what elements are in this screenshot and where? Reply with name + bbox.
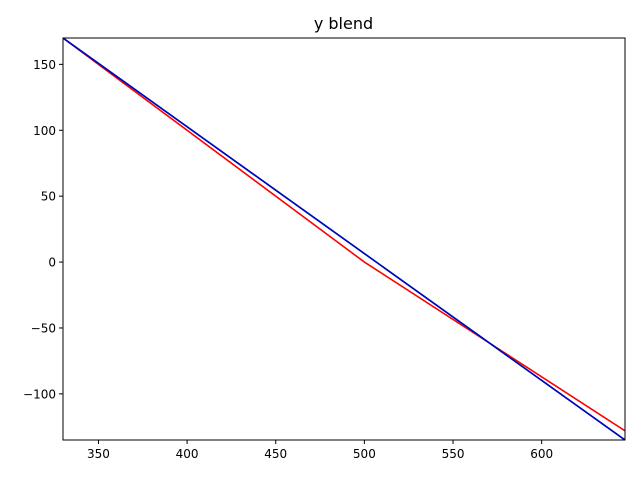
- y-tick-label: −50: [31, 321, 56, 335]
- x-tick-label: 550: [442, 447, 465, 461]
- series-line-1: [63, 38, 625, 432]
- y-tick-label: 150: [33, 58, 56, 72]
- y-axis: −100 −50 0 50 100 150: [23, 58, 63, 401]
- chart-title: y blend: [314, 14, 373, 33]
- x-tick-label: 500: [353, 447, 376, 461]
- x-tick-label: 450: [264, 447, 287, 461]
- y-tick-label: 0: [48, 256, 56, 270]
- y-tick-label: −100: [23, 387, 56, 401]
- x-tick-label: 400: [176, 447, 199, 461]
- x-tick-label: 350: [87, 447, 110, 461]
- y-tick-label: 100: [33, 124, 56, 138]
- series-line-3: [63, 38, 625, 440]
- plot-frame: [62, 37, 626, 441]
- x-tick-label: 600: [530, 447, 553, 461]
- x-axis: 350 400 450 500 550 600: [87, 440, 553, 461]
- y-tick-label: 50: [41, 190, 56, 204]
